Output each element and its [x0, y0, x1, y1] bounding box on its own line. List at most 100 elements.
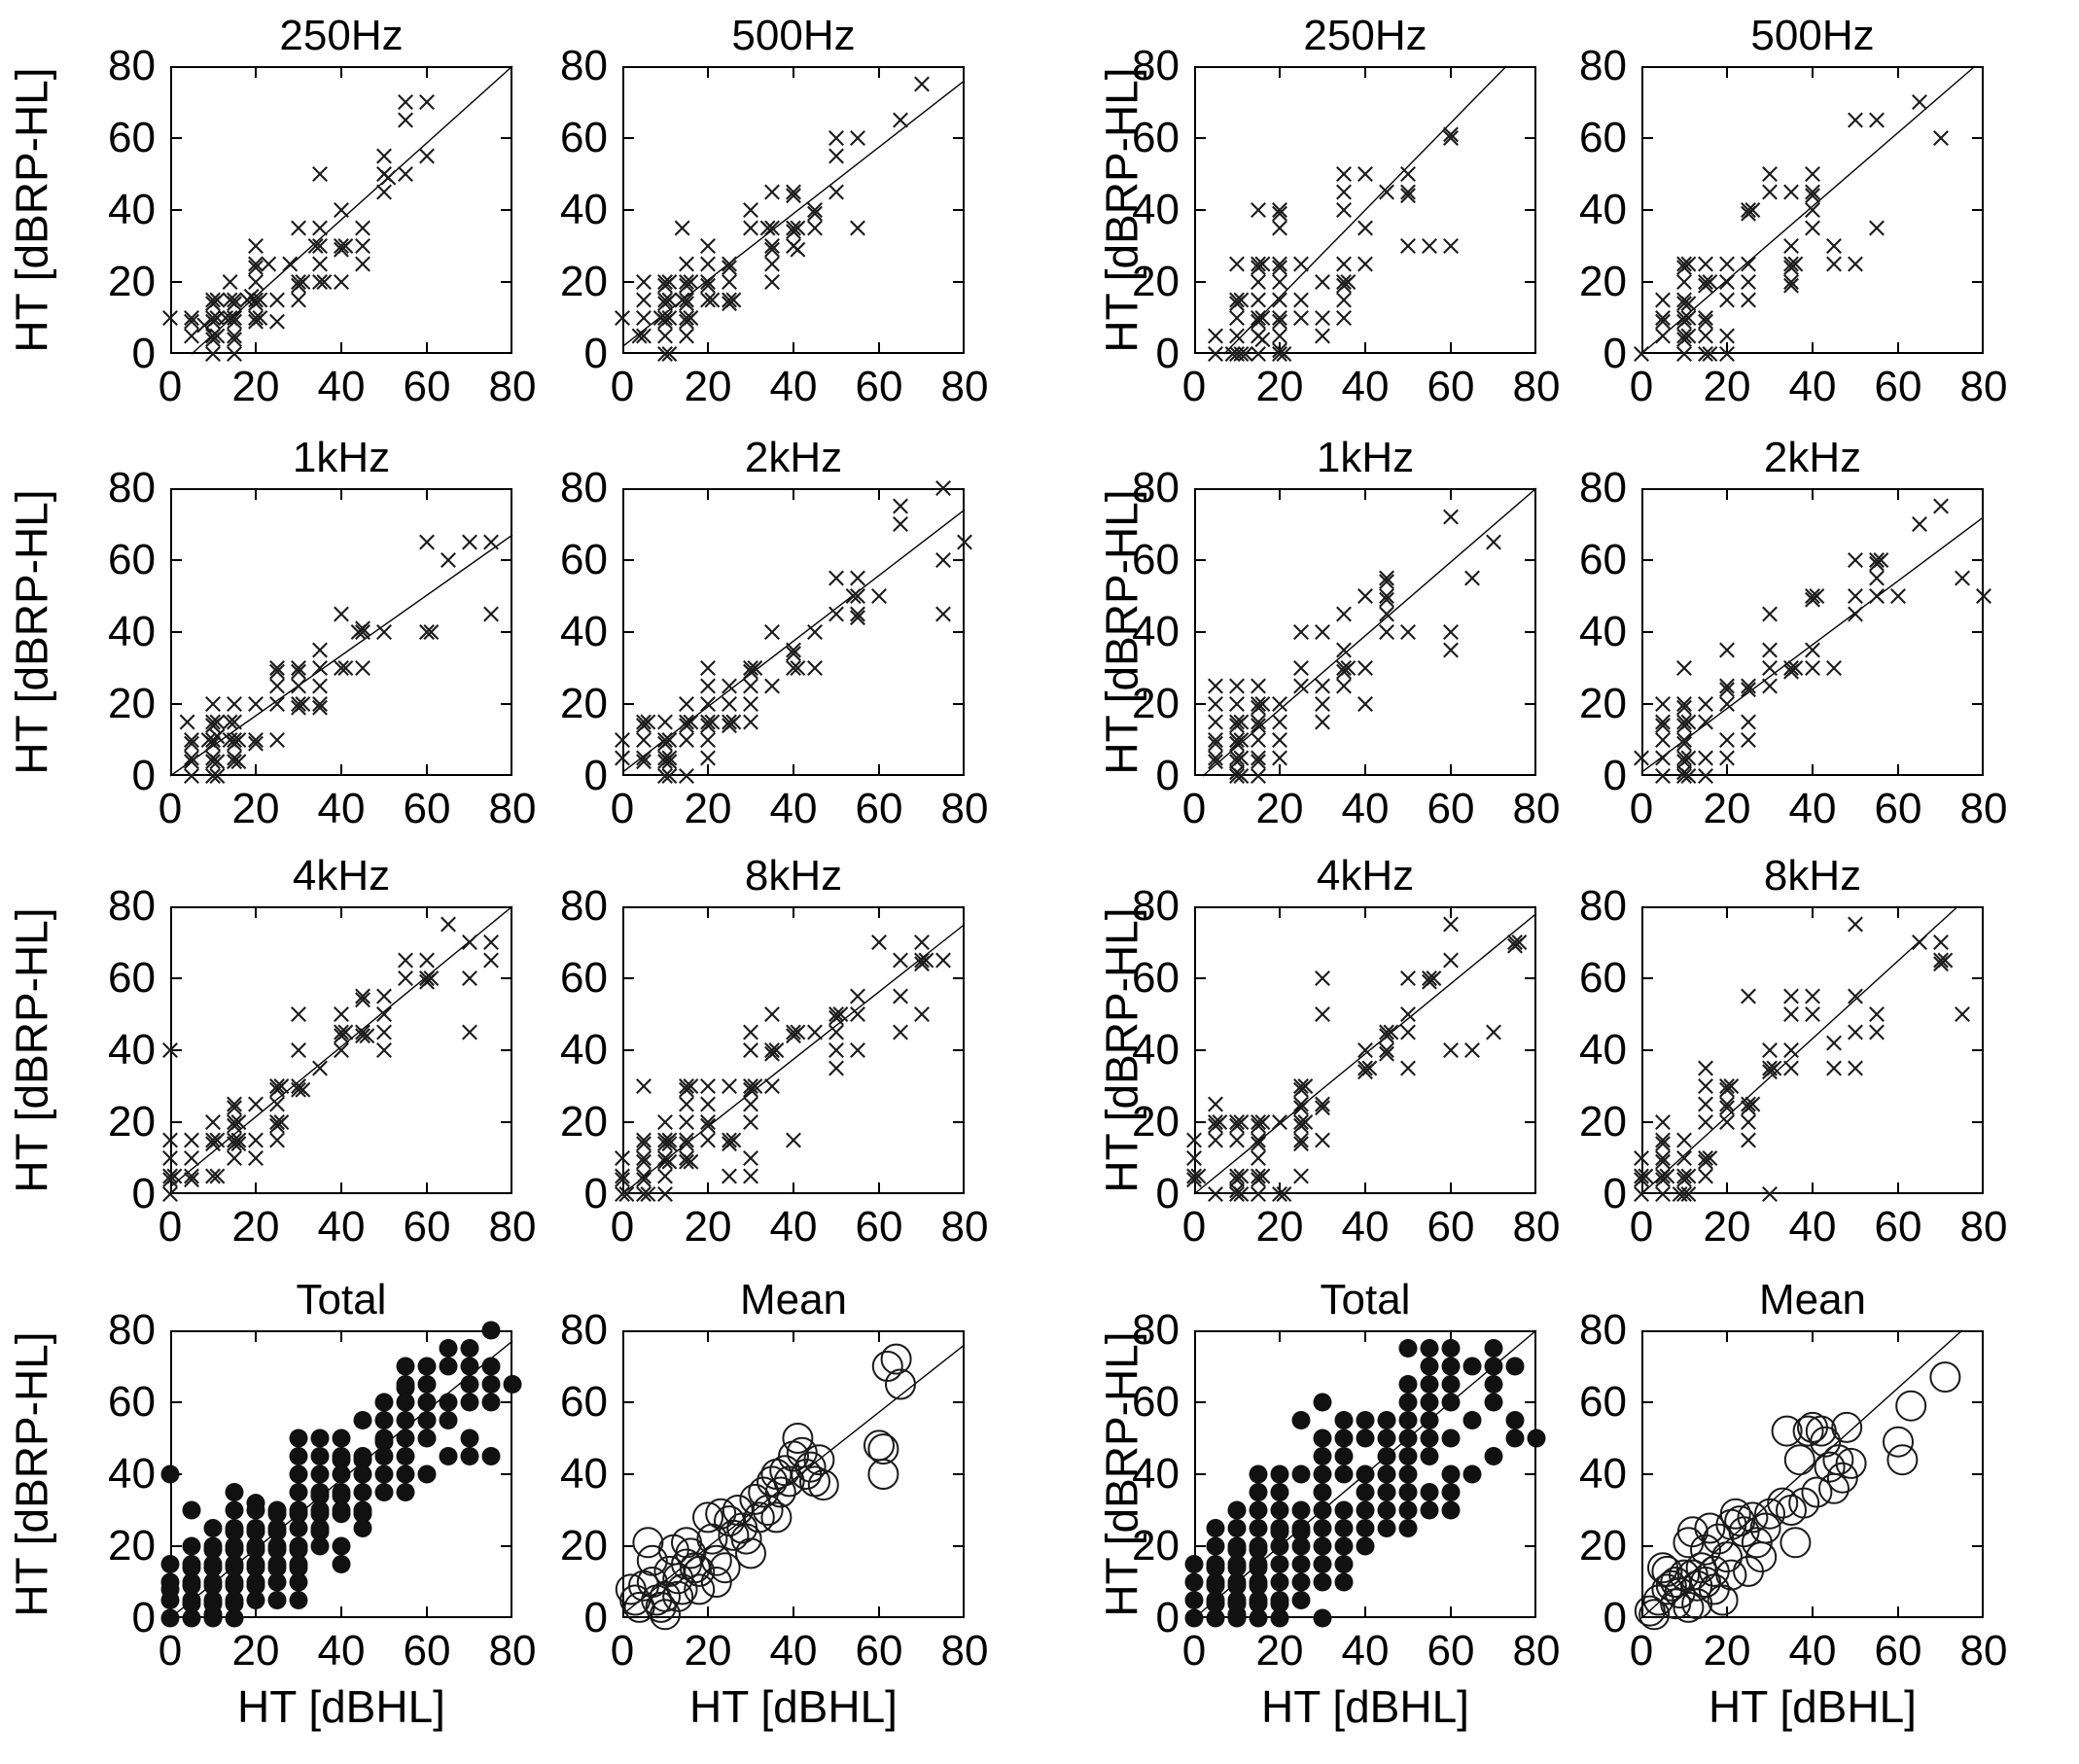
subplot-title: 500Hz [731, 12, 856, 59]
identity-line [169, 905, 513, 1188]
x-tick-label: 80 [940, 1627, 989, 1675]
plot-box [622, 1330, 965, 1618]
subplot-2khz-left: 2kHz 0 20 40 60 80 0 20 40 60 80 [491, 435, 1013, 893]
y-tick-label: 40 [560, 1026, 608, 1074]
x-tick-label: 40 [317, 1627, 366, 1675]
y-tick-label: 0 [1155, 330, 1180, 377]
plot-box [622, 906, 965, 1194]
y-tick-label: 20 [1579, 1522, 1627, 1570]
tick-marks [622, 488, 965, 776]
plot-box [1194, 66, 1536, 354]
subplot-title: 8kHz [744, 852, 843, 900]
x-tick-label: 0 [158, 1203, 183, 1251]
y-axis-label: HT [dBRP-HL] [1097, 906, 1147, 1194]
y-tick-label: 80 [1579, 464, 1627, 512]
y-tick-label: 40 [1579, 186, 1627, 233]
plot-area [162, 905, 513, 1202]
subplot-title: 2kHz [1763, 434, 1862, 481]
x-tick-label: 20 [231, 1203, 280, 1251]
subplot-1khz-left: 1kHz 0 20 40 60 80 0 20 40 60 80 HT [dBRP-HL] [7, 435, 561, 893]
x-tick-label: 0 [1629, 785, 1654, 832]
tick-marks [170, 906, 512, 1194]
x-tick-label: 20 [1255, 1203, 1304, 1251]
y-tick-label: 20 [1132, 258, 1180, 305]
x-tick-label: 20 [231, 785, 280, 832]
y-tick-label: 80 [560, 882, 608, 930]
x-tick-label: 80 [1959, 1627, 2008, 1675]
x-tick-label: 80 [1512, 1627, 1561, 1675]
scatter-points [162, 916, 499, 1202]
y-tick-label: 20 [560, 1098, 608, 1146]
x-tick-label: 60 [1874, 1203, 1922, 1251]
tick-marks [622, 66, 965, 354]
plot-area [1184, 1329, 1546, 1628]
y-tick-label: 40 [1132, 1026, 1180, 1074]
x-tick-label: 60 [1874, 785, 1922, 832]
y-tick-label: 80 [1132, 464, 1180, 512]
plot-box [1641, 906, 1984, 1194]
plot-area [1634, 905, 1984, 1202]
scatter-points [162, 94, 435, 362]
y-axis-label: HT [dBRP-HL] [7, 488, 57, 776]
y-tick-label: 0 [1155, 1170, 1180, 1217]
subplot-total-right: Total 0 20 40 60 80 0 20 40 60 80 HT [dBRP-HL] HT [d… [1063, 1277, 1585, 1735]
y-tick-label: 40 [1579, 1450, 1627, 1498]
identity-line [1640, 516, 1985, 773]
plot-box [622, 488, 965, 776]
x-tick-label: 20 [684, 363, 732, 410]
x-tick-label: 60 [1427, 785, 1475, 832]
identity-line [621, 80, 966, 348]
y-tick-label: 20 [1579, 258, 1627, 305]
x-tick-label: 40 [1341, 1627, 1390, 1675]
x-tick-label: 60 [403, 1627, 451, 1675]
y-tick-label: 40 [108, 1450, 156, 1498]
subplot-250hz-left: 250Hz 0 20 40 60 80 0 20 40 60 80 HT [dBRP-HL] [7, 13, 561, 471]
x-tick-label: 80 [1959, 363, 2008, 410]
subplot-title: Total [1320, 1276, 1411, 1323]
identity-line [1193, 912, 1537, 1195]
x-tick-label: 0 [158, 363, 183, 410]
tick-marks [170, 66, 512, 354]
y-axis-label-text: HT [dBRP-HL] [1097, 67, 1147, 353]
x-tick-label: 60 [403, 785, 451, 832]
x-tick-label: 60 [855, 1203, 903, 1251]
y-tick-label: 60 [1579, 954, 1627, 1002]
y-tick-label: 0 [583, 1594, 608, 1641]
x-tick-label: 20 [1703, 1203, 1751, 1251]
tick-marks [622, 1330, 965, 1618]
x-tick-label: 20 [1703, 785, 1751, 832]
x-tick-label: 0 [158, 785, 183, 832]
x-tick-label: 20 [1255, 363, 1304, 410]
y-tick-label: 80 [1132, 42, 1180, 89]
y-tick-label: 60 [1579, 1378, 1627, 1426]
plot-area [169, 488, 513, 784]
subplot-title: 4kHz [292, 852, 391, 900]
y-tick-label: 20 [1579, 1098, 1627, 1146]
y-tick-label: 60 [1132, 1378, 1180, 1426]
y-tick-label: 20 [560, 1522, 608, 1570]
subplot-title: Mean [1758, 1276, 1867, 1323]
scatter-points [615, 935, 951, 1202]
x-tick-label: 20 [684, 1627, 732, 1675]
subplot-500hz-left: 500Hz 0 20 40 60 80 0 20 40 60 80 [491, 13, 1013, 471]
x-tick-label: 40 [317, 363, 366, 410]
tick-marks [1194, 488, 1536, 776]
subplot-title: Mean [739, 1276, 848, 1323]
scatter-points [1208, 126, 1459, 362]
y-tick-label: 80 [560, 1306, 608, 1354]
y-tick-label: 60 [108, 954, 156, 1002]
x-axis-label: HT [dBHL] [689, 1681, 898, 1732]
y-tick-label: 80 [560, 42, 608, 89]
x-tick-label: 60 [403, 1203, 451, 1251]
tick-marks [1641, 488, 1984, 776]
y-tick-label: 20 [560, 680, 608, 727]
subplot-title: Total [296, 1276, 387, 1323]
x-tick-label: 0 [1181, 785, 1207, 832]
plot-area [1186, 906, 1537, 1202]
plot-area [1634, 65, 1984, 362]
x-tick-label: 0 [1181, 363, 1207, 410]
y-axis-label: HT [dBRP-HL] [7, 66, 57, 354]
subplot-500hz-right: 500Hz 0 20 40 60 80 0 20 40 60 80 [1510, 13, 2032, 471]
identity-line [1640, 65, 1976, 355]
x-tick-label: 60 [855, 785, 903, 832]
